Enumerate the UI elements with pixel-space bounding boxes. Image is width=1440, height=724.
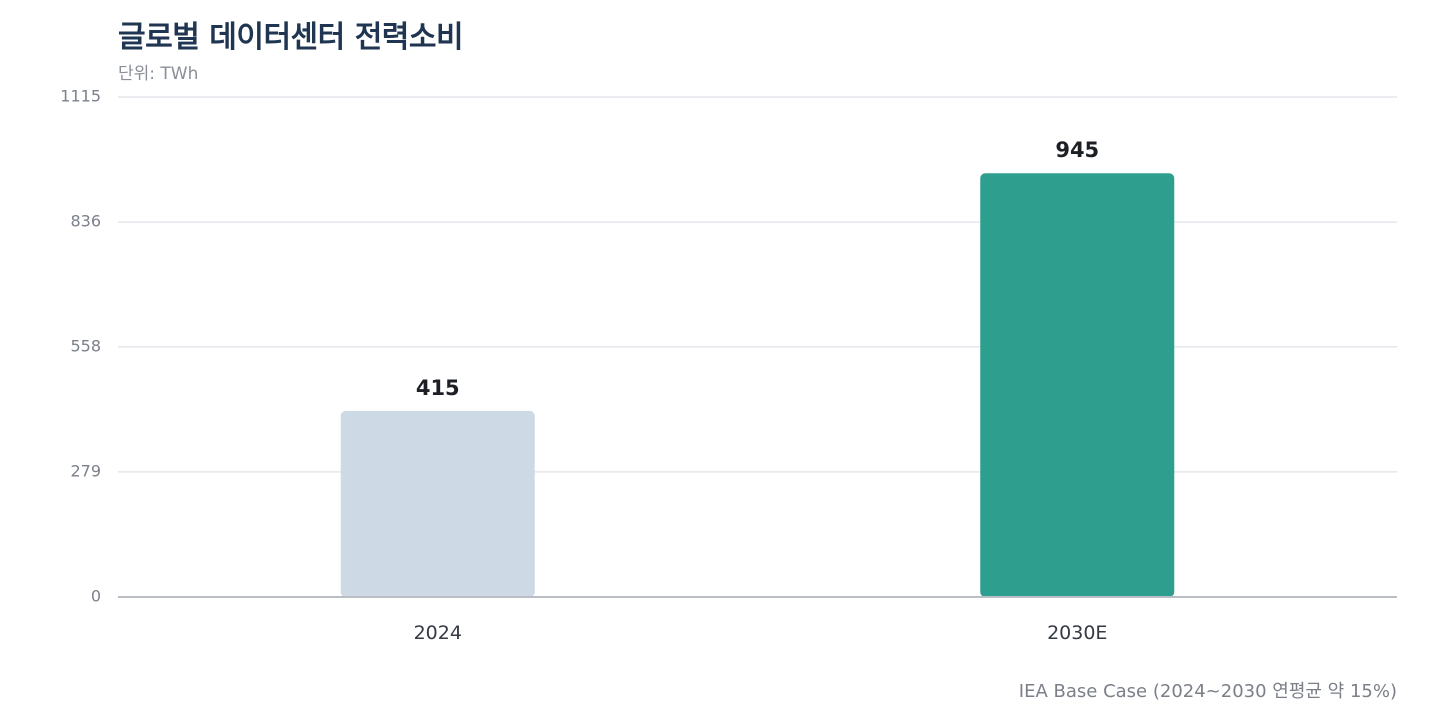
data-labels: 415 945 <box>416 138 1099 400</box>
y-tick-label: 558 <box>70 336 101 355</box>
x-tick-label: 2030E <box>1047 622 1107 644</box>
data-label: 415 <box>416 376 460 400</box>
y-tick-label: 0 <box>91 587 101 606</box>
gridlines <box>118 96 1397 473</box>
y-tick-label: 279 <box>70 461 101 480</box>
y-tick-label: 1115 <box>60 87 101 106</box>
x-axis-labels: 2024 2030E <box>414 622 1108 644</box>
bar <box>980 173 1175 597</box>
chart-title: 글로벌 데이터센터 전력소비 <box>118 20 464 55</box>
data-label: 945 <box>1055 138 1099 162</box>
source-note: IEA Base Case (2024~2030 연평균 약 15%) <box>1018 681 1397 702</box>
bars <box>340 173 1175 597</box>
bar <box>340 410 535 597</box>
y-tick-label: 836 <box>70 212 101 231</box>
x-tick-label: 2024 <box>414 622 462 644</box>
chart-unit-subtitle: 단위: TWh <box>118 64 199 84</box>
y-axis-ticks: 0 279 558 836 1115 <box>60 87 101 606</box>
